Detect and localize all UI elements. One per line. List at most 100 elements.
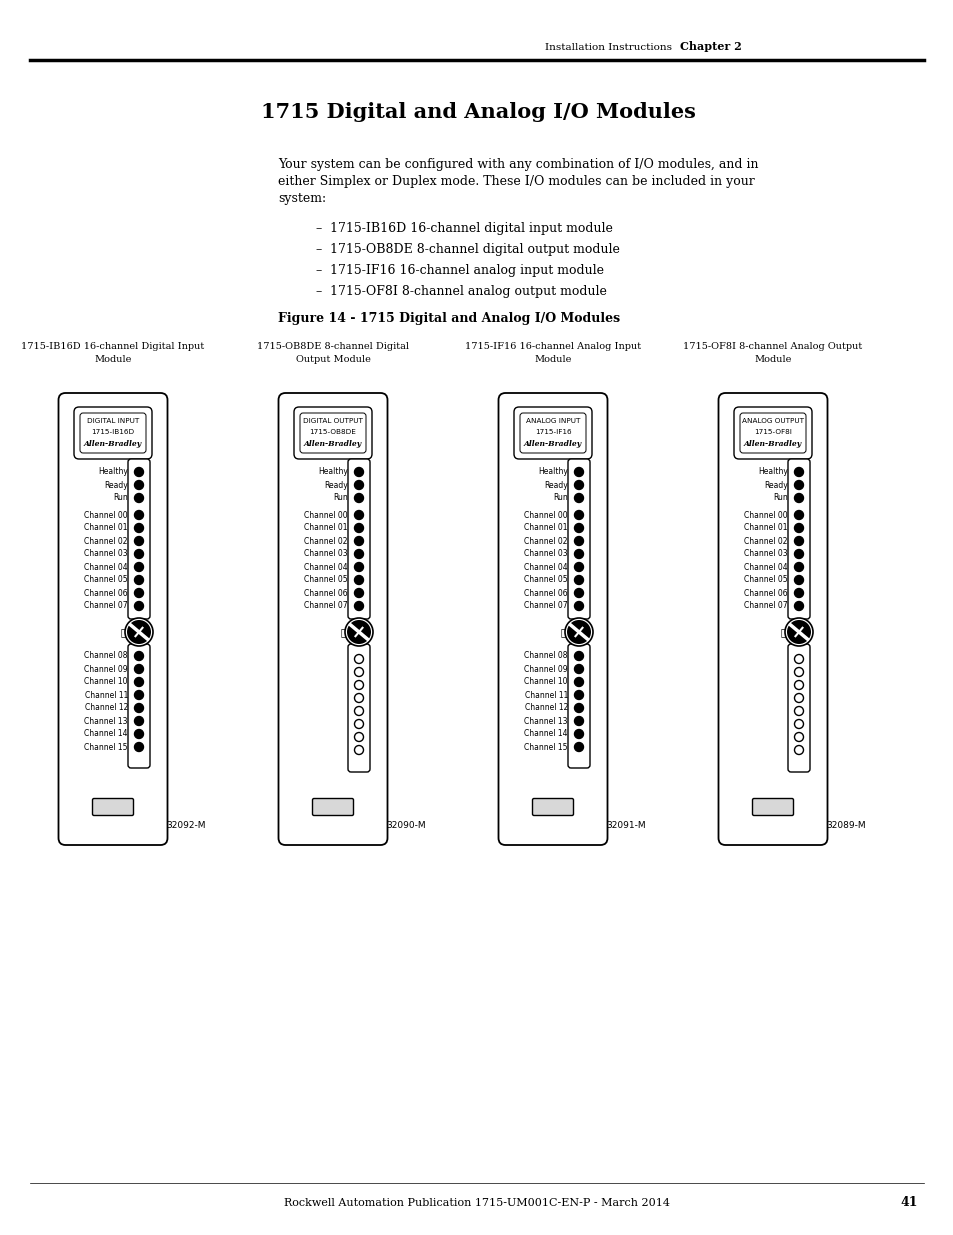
Circle shape <box>566 620 590 643</box>
Circle shape <box>355 510 363 520</box>
Circle shape <box>134 690 143 699</box>
Text: ANALOG OUTPUT: ANALOG OUTPUT <box>741 417 803 424</box>
FancyBboxPatch shape <box>294 408 372 459</box>
Text: –: – <box>314 222 321 235</box>
Text: Channel 08: Channel 08 <box>524 652 567 661</box>
Circle shape <box>794 550 802 558</box>
Text: Channel 03: Channel 03 <box>84 550 128 558</box>
Circle shape <box>574 589 583 598</box>
Text: 32092-M: 32092-M <box>167 821 206 830</box>
Circle shape <box>794 468 802 477</box>
Text: Channel 07: Channel 07 <box>304 601 348 610</box>
Text: 1715 Digital and Analog I/O Modules: 1715 Digital and Analog I/O Modules <box>260 103 695 122</box>
Text: Channel 01: Channel 01 <box>743 524 787 532</box>
Circle shape <box>574 704 583 713</box>
Text: Output Module: Output Module <box>295 354 370 364</box>
Circle shape <box>786 620 810 643</box>
Text: Channel 03: Channel 03 <box>524 550 567 558</box>
Text: Channel 04: Channel 04 <box>743 562 787 572</box>
Circle shape <box>794 536 802 546</box>
Circle shape <box>355 720 363 729</box>
Circle shape <box>574 536 583 546</box>
Text: Channel 00: Channel 00 <box>524 510 567 520</box>
Text: Module: Module <box>94 354 132 364</box>
Text: 1715-IF16: 1715-IF16 <box>534 429 571 435</box>
Circle shape <box>134 468 143 477</box>
FancyBboxPatch shape <box>74 408 152 459</box>
Text: Ready: Ready <box>324 480 348 489</box>
Circle shape <box>355 601 363 610</box>
Circle shape <box>134 742 143 752</box>
Circle shape <box>574 652 583 661</box>
Text: Channel 14: Channel 14 <box>85 730 128 739</box>
FancyBboxPatch shape <box>718 393 826 845</box>
Text: Channel 08: Channel 08 <box>85 652 128 661</box>
Circle shape <box>134 601 143 610</box>
Circle shape <box>127 620 151 643</box>
Circle shape <box>794 720 802 729</box>
Circle shape <box>134 524 143 532</box>
Text: Channel 04: Channel 04 <box>524 562 567 572</box>
Text: Healthy: Healthy <box>537 468 567 477</box>
Circle shape <box>355 732 363 741</box>
Text: Channel 02: Channel 02 <box>85 536 128 546</box>
Text: Allen-Bradley: Allen-Bradley <box>743 440 801 448</box>
FancyBboxPatch shape <box>787 459 809 619</box>
Text: Healthy: Healthy <box>758 468 787 477</box>
Circle shape <box>355 562 363 572</box>
Circle shape <box>574 576 583 584</box>
Circle shape <box>355 468 363 477</box>
FancyBboxPatch shape <box>740 412 805 453</box>
Circle shape <box>794 589 802 598</box>
Circle shape <box>574 510 583 520</box>
Text: 1715-IB16D 16-channel Digital Input: 1715-IB16D 16-channel Digital Input <box>21 342 204 351</box>
Text: Channel 15: Channel 15 <box>85 742 128 752</box>
Text: Channel 13: Channel 13 <box>524 716 567 725</box>
Text: Allen-Bradley: Allen-Bradley <box>84 440 142 448</box>
Text: Channel 03: Channel 03 <box>304 550 348 558</box>
Circle shape <box>574 664 583 673</box>
Text: 🔒: 🔒 <box>120 627 126 637</box>
Text: Channel 15: Channel 15 <box>524 742 567 752</box>
Text: 🔒: 🔒 <box>780 627 785 637</box>
Circle shape <box>574 494 583 503</box>
Text: Channel 04: Channel 04 <box>84 562 128 572</box>
Text: Figure 14 - 1715 Digital and Analog I/O Modules: Figure 14 - 1715 Digital and Analog I/O … <box>277 312 619 325</box>
Text: 1715-OB8DE 8-channel Digital: 1715-OB8DE 8-channel Digital <box>256 342 409 351</box>
Text: Channel 06: Channel 06 <box>743 589 787 598</box>
FancyBboxPatch shape <box>498 393 607 845</box>
Text: DIGITAL INPUT: DIGITAL INPUT <box>87 417 139 424</box>
Text: Channel 06: Channel 06 <box>84 589 128 598</box>
Circle shape <box>794 694 802 703</box>
Circle shape <box>355 589 363 598</box>
Circle shape <box>794 601 802 610</box>
Circle shape <box>355 706 363 715</box>
Text: Channel 06: Channel 06 <box>304 589 348 598</box>
Circle shape <box>355 524 363 532</box>
Circle shape <box>355 494 363 503</box>
Text: 1715-OB8DE 8-channel digital output module: 1715-OB8DE 8-channel digital output modu… <box>330 243 619 256</box>
Text: Channel 11: Channel 11 <box>524 690 567 699</box>
Circle shape <box>134 704 143 713</box>
Circle shape <box>794 480 802 489</box>
Text: Ready: Ready <box>543 480 567 489</box>
Text: Run: Run <box>333 494 348 503</box>
FancyBboxPatch shape <box>514 408 592 459</box>
Circle shape <box>564 618 593 646</box>
Circle shape <box>794 746 802 755</box>
Circle shape <box>134 550 143 558</box>
Circle shape <box>794 576 802 584</box>
Text: 1715-OB8DE: 1715-OB8DE <box>309 429 356 435</box>
Text: Channel 13: Channel 13 <box>85 716 128 725</box>
Text: Channel 02: Channel 02 <box>524 536 567 546</box>
Text: Channel 04: Channel 04 <box>304 562 348 572</box>
Circle shape <box>784 618 812 646</box>
Circle shape <box>355 667 363 677</box>
Text: –: – <box>314 264 321 277</box>
Circle shape <box>574 562 583 572</box>
FancyBboxPatch shape <box>348 459 370 619</box>
Circle shape <box>125 618 152 646</box>
Text: Healthy: Healthy <box>317 468 348 477</box>
FancyBboxPatch shape <box>299 412 366 453</box>
Text: Channel 05: Channel 05 <box>524 576 567 584</box>
